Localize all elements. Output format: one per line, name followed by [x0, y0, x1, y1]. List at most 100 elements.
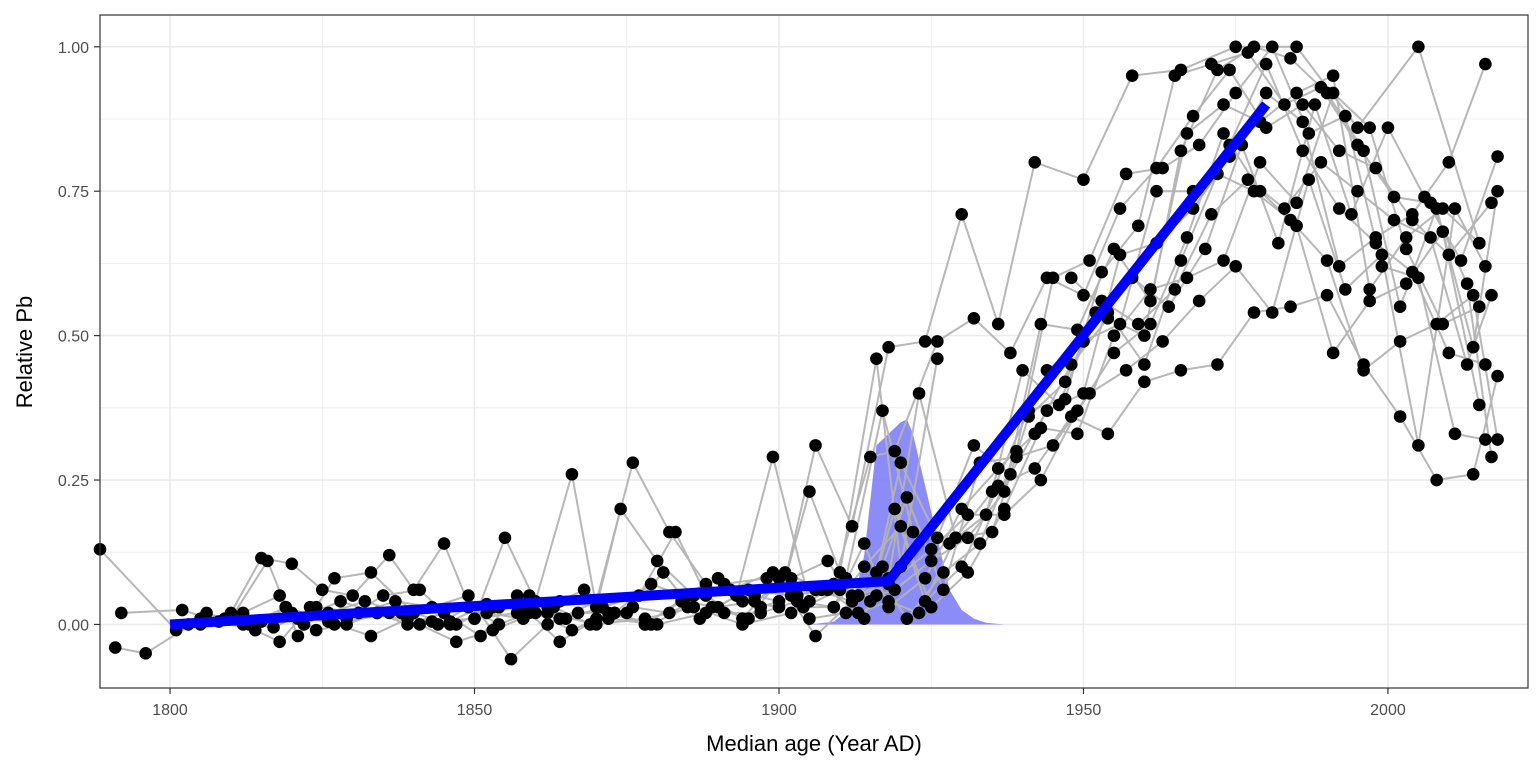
- y-tick-label: 0.00: [58, 617, 89, 634]
- data-point: [888, 502, 901, 516]
- data-point: [1278, 98, 1291, 111]
- y-axis-title: Relative Pb: [12, 296, 37, 409]
- data-point: [565, 623, 579, 637]
- y-tick-label: 0.75: [58, 184, 89, 201]
- data-point: [1174, 254, 1188, 267]
- data-point: [1485, 196, 1498, 210]
- data-point: [328, 618, 341, 631]
- data-point: [1290, 86, 1303, 100]
- data-point: [1071, 427, 1084, 441]
- data-point: [559, 612, 573, 625]
- data-point: [1393, 300, 1407, 314]
- data-point: [1162, 300, 1176, 314]
- data-point: [1138, 329, 1151, 342]
- data-point: [1479, 433, 1492, 446]
- data-point: [1144, 294, 1157, 308]
- data-point: [273, 635, 286, 649]
- data-point: [1028, 427, 1042, 441]
- data-point: [918, 595, 932, 608]
- data-point: [870, 352, 883, 366]
- data-point: [1491, 433, 1504, 446]
- data-point: [1351, 184, 1364, 198]
- data-point: [1363, 294, 1376, 308]
- data-point: [803, 612, 816, 625]
- data-point: [1192, 294, 1206, 308]
- data-point: [1351, 121, 1364, 134]
- data-point: [1436, 225, 1450, 238]
- data-point: [382, 548, 396, 562]
- data-point: [766, 450, 780, 464]
- data-point: [1290, 196, 1303, 210]
- data-point: [1479, 57, 1492, 71]
- data-point: [857, 560, 871, 573]
- data-point: [1332, 202, 1346, 215]
- data-point: [918, 335, 932, 348]
- data-point: [1229, 86, 1243, 100]
- data-point: [906, 525, 920, 539]
- y-axis: 0.00 0.25 0.50 0.75 1.00: [58, 40, 100, 634]
- data-point: [1168, 283, 1182, 296]
- data-point: [577, 583, 591, 597]
- data-point: [937, 583, 950, 597]
- data-point: [1223, 63, 1236, 77]
- data-point: [1107, 329, 1121, 342]
- data-point: [1083, 254, 1096, 267]
- data-point: [1119, 363, 1133, 377]
- data-point: [1339, 283, 1352, 296]
- data-point: [736, 618, 749, 631]
- data-point: [1101, 427, 1115, 441]
- data-point: [1296, 98, 1309, 111]
- data-point: [1442, 156, 1456, 169]
- data-point: [1156, 335, 1169, 348]
- data-point: [760, 571, 774, 585]
- data-point: [1479, 358, 1492, 371]
- data-point: [1369, 161, 1383, 175]
- data-point: [1278, 202, 1291, 215]
- data-point: [1247, 306, 1261, 319]
- data-point: [565, 467, 579, 481]
- data-point: [267, 621, 280, 634]
- data-point: [1320, 254, 1334, 267]
- data-point: [876, 404, 889, 418]
- data-point: [687, 600, 701, 614]
- data-point: [389, 595, 402, 608]
- data-point: [1198, 242, 1212, 256]
- data-point: [931, 531, 944, 545]
- x-axis-title: Median age (Year AD): [706, 731, 922, 756]
- data-point: [1138, 358, 1151, 371]
- data-point: [1272, 236, 1285, 250]
- data-point: [1058, 392, 1072, 406]
- data-point: [1131, 317, 1145, 331]
- data-point: [1265, 40, 1279, 54]
- data-point: [1460, 277, 1474, 290]
- data-point: [650, 554, 664, 568]
- data-point: [1430, 473, 1443, 487]
- data-point: [967, 439, 981, 452]
- data-point: [315, 583, 329, 597]
- data-point: [1156, 161, 1169, 175]
- data-point: [1119, 167, 1133, 181]
- data-point: [1186, 109, 1200, 123]
- data-point: [1399, 231, 1413, 244]
- data-point: [443, 615, 457, 628]
- data-point: [1332, 144, 1346, 158]
- data-point: [1424, 231, 1437, 244]
- data-point: [1399, 242, 1413, 256]
- data-point: [888, 444, 901, 458]
- data-point: [1205, 208, 1218, 221]
- data-point: [985, 485, 999, 498]
- data-point: [1138, 375, 1151, 389]
- data-point: [449, 635, 463, 649]
- data-point: [955, 208, 968, 221]
- data-point: [955, 560, 968, 573]
- data-point: [1491, 150, 1504, 163]
- data-point: [1345, 208, 1358, 221]
- data-point: [309, 600, 323, 614]
- x-tick-label: 1800: [152, 702, 188, 719]
- data-point: [784, 589, 798, 602]
- data-point: [1430, 317, 1443, 331]
- data-point: [1077, 288, 1090, 302]
- data-point: [1454, 254, 1468, 267]
- data-point: [1448, 427, 1462, 441]
- data-point: [870, 566, 883, 579]
